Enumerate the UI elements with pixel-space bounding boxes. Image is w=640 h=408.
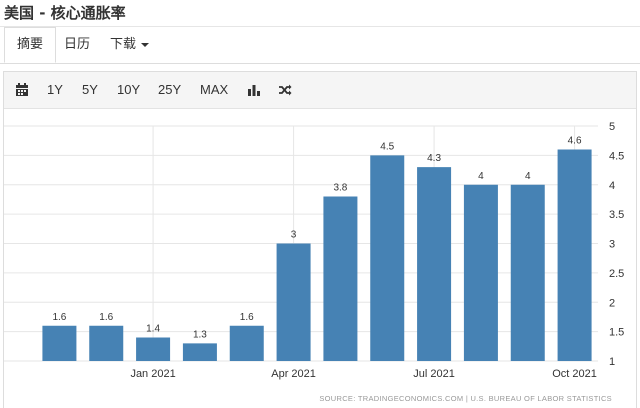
page-title: 美国 - 核心通胀率 bbox=[4, 4, 126, 22]
y-tick-label: 1.5 bbox=[609, 327, 624, 339]
calendar-icon[interactable] bbox=[15, 83, 29, 97]
bar-value-label: 4.3 bbox=[427, 153, 441, 164]
bar bbox=[323, 196, 358, 361]
x-tick-label: Jul 2021 bbox=[413, 368, 455, 380]
y-tick-label: 4 bbox=[609, 180, 615, 192]
range-1y-button[interactable]: 1Y bbox=[47, 82, 63, 97]
tab-calendar[interactable]: 日历 bbox=[64, 27, 90, 63]
tab-download-label: 下载 bbox=[110, 37, 137, 52]
tab-summary-label: 摘要 bbox=[17, 37, 44, 52]
chevron-down-icon bbox=[141, 42, 150, 47]
source-note: SOURCE: TRADINGECONOMICS.COM | U.S. BURE… bbox=[319, 394, 612, 403]
bar bbox=[510, 184, 545, 361]
bar bbox=[229, 325, 264, 361]
x-tick-label: Apr 2021 bbox=[271, 368, 316, 380]
bar bbox=[276, 243, 311, 361]
shuffle-icon[interactable] bbox=[278, 83, 292, 97]
tab-download[interactable]: 下载 bbox=[110, 27, 150, 63]
bar bbox=[370, 155, 405, 361]
y-tick-label: 2.5 bbox=[609, 268, 624, 280]
range-max-button[interactable]: MAX bbox=[200, 82, 229, 97]
bar-value-label: 1.6 bbox=[240, 312, 254, 323]
y-tick-label: 1 bbox=[609, 356, 615, 368]
bar-value-label: 1.3 bbox=[193, 329, 207, 340]
bar-value-label: 3.8 bbox=[333, 183, 347, 194]
bar-value-label: 4.5 bbox=[380, 141, 394, 152]
bar-value-label: 1.6 bbox=[99, 312, 113, 323]
bar-value-label: 3 bbox=[291, 230, 297, 241]
range-5y-button[interactable]: 5Y bbox=[82, 82, 98, 97]
bar bbox=[557, 149, 592, 361]
bar-value-label: 1.4 bbox=[146, 324, 160, 335]
bar bbox=[182, 343, 217, 361]
y-tick-label: 4.5 bbox=[609, 150, 624, 162]
chart-toolbar: 1Y 5Y 10Y 25Y MAX bbox=[4, 72, 636, 109]
bar-value-label: 1.6 bbox=[52, 312, 66, 323]
bar bbox=[136, 337, 171, 361]
bar-value-label: 4 bbox=[478, 171, 484, 182]
bar bbox=[463, 184, 498, 361]
chart-panel: 1Y 5Y 10Y 25Y MAX bbox=[3, 71, 637, 408]
bar bbox=[417, 167, 452, 361]
tab-bar: 摘要 日历 下载 bbox=[0, 27, 640, 64]
x-tick-label: Jan 2021 bbox=[130, 368, 175, 380]
y-tick-label: 3 bbox=[609, 239, 615, 251]
bar-value-label: 4 bbox=[525, 171, 531, 182]
bar-value-label: 4.6 bbox=[568, 136, 582, 147]
range-25y-button[interactable]: 25Y bbox=[158, 82, 182, 97]
range-10y-button[interactable]: 10Y bbox=[117, 82, 141, 97]
y-tick-label: 5 bbox=[609, 121, 615, 133]
x-tick-label: Oct 2021 bbox=[552, 368, 597, 380]
bar-chart-icon[interactable] bbox=[247, 83, 261, 97]
y-tick-label: 2 bbox=[609, 297, 615, 309]
tab-summary[interactable]: 摘要 bbox=[4, 27, 57, 63]
tab-calendar-label: 日历 bbox=[64, 37, 91, 52]
y-tick-label: 3.5 bbox=[609, 209, 624, 221]
bar bbox=[42, 325, 77, 361]
title-divider bbox=[0, 26, 640, 27]
bar bbox=[89, 325, 124, 361]
